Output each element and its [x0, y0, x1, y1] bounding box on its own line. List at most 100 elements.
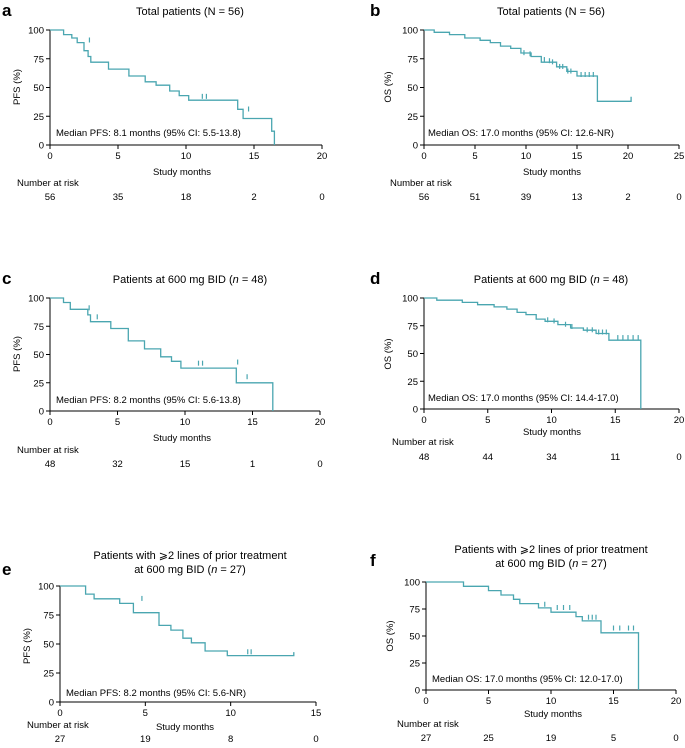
chart-title: at 600 mg BID (n = 27) [134, 564, 246, 576]
median-annotation: Median OS: 17.0 months (95% CI: 12.0-17.… [432, 674, 623, 685]
y-tick-label: 75 [409, 605, 420, 616]
chart-title: Total patients (N = 56) [497, 6, 605, 18]
y-axis-label: PFS (%) [22, 628, 33, 664]
panel-label: f [370, 551, 376, 570]
title-italic-n: n [211, 564, 217, 576]
risk-value: 0 [319, 192, 324, 203]
chart-title: Patients with ⩾2 lines of prior treatmen… [454, 544, 647, 556]
panel-label: b [370, 1, 380, 20]
x-tick-label: 10 [180, 417, 191, 428]
risk-value: 19 [546, 733, 557, 744]
y-tick-label: 75 [43, 611, 54, 622]
median-annotation: Median OS: 17.0 months (95% CI: 12.6-NR) [428, 128, 614, 139]
risk-value: 51 [470, 192, 481, 203]
x-tick-label: 15 [608, 696, 619, 707]
risk-value: 0 [313, 734, 318, 745]
median-annotation: Median PFS: 8.1 months (95% CI: 5.5-13.8… [56, 128, 241, 139]
x-tick-label: 5 [115, 151, 120, 162]
risk-value: 56 [419, 192, 430, 203]
title-part: = 27) [217, 564, 245, 576]
y-tick-label: 0 [49, 698, 54, 709]
y-tick-label: 25 [407, 112, 418, 123]
x-tick-label: 0 [421, 151, 426, 162]
x-tick-label: 0 [57, 708, 62, 719]
risk-value: 48 [419, 452, 430, 463]
chart-title: Patients at 600 mg BID (n = 48) [113, 274, 267, 286]
y-axis-label: PFS (%) [12, 69, 23, 105]
survival-curve [426, 581, 640, 690]
risk-value: 27 [421, 733, 432, 744]
x-tick-label: 5 [485, 415, 490, 426]
x-tick-label: 5 [115, 417, 120, 428]
title-part: = 48) [239, 274, 267, 286]
x-axis-label: Study months [153, 433, 211, 444]
risk-value: 15 [180, 459, 191, 470]
risk-value: 18 [181, 192, 192, 203]
y-tick-label: 50 [33, 83, 44, 94]
y-tick-label: 25 [43, 669, 54, 680]
risk-value: 0 [676, 452, 681, 463]
risk-table-label: Number at risk [397, 719, 459, 730]
risk-table-label: Number at risk [392, 437, 454, 448]
panel-f: f Patients with ⩾2 lines of prior treatme… [370, 544, 681, 744]
risk-value: 1 [250, 459, 255, 470]
x-tick-label: 10 [546, 415, 557, 426]
x-tick-label: 15 [610, 415, 621, 426]
y-tick-label: 25 [33, 112, 44, 123]
x-tick-label: 5 [486, 696, 491, 707]
title-italic-n: n [594, 274, 600, 286]
y-tick-label: 50 [33, 350, 44, 361]
y-tick-label: 0 [413, 405, 418, 416]
x-tick-label: 0 [47, 151, 52, 162]
risk-table-label: Number at risk [17, 178, 79, 189]
y-tick-label: 25 [33, 378, 44, 389]
risk-value: 19 [140, 734, 151, 745]
title-part: Patients with ⩾2 lines of prior treatmen… [93, 550, 286, 562]
x-tick-label: 0 [423, 696, 428, 707]
x-axis-label: Study months [523, 167, 581, 178]
x-tick-label: 5 [143, 708, 148, 719]
panel-e: e Patients with ⩾2 lines of prior treatme… [2, 550, 321, 745]
y-tick-label: 100 [28, 26, 44, 37]
risk-value: 32 [112, 459, 123, 470]
y-axis-label: PFS (%) [12, 336, 23, 372]
y-tick-label: 75 [407, 321, 418, 332]
risk-value: 25 [483, 733, 494, 744]
y-tick-label: 100 [404, 578, 420, 589]
x-tick-label: 20 [674, 415, 685, 426]
survival-curve [50, 297, 274, 411]
panel-label: c [2, 269, 11, 288]
y-tick-label: 0 [415, 686, 420, 697]
chart-title: at 600 mg BID (n = 27) [495, 558, 607, 570]
risk-value: 2 [625, 192, 630, 203]
y-tick-label: 0 [39, 407, 44, 418]
y-tick-label: 0 [413, 141, 418, 152]
y-tick-label: 100 [38, 582, 54, 593]
x-tick-label: 10 [546, 696, 557, 707]
median-annotation: Median PFS: 8.2 months (95% CI: 5.6-NR) [66, 688, 246, 699]
survival-curve [50, 29, 276, 145]
x-tick-label: 15 [572, 151, 583, 162]
title-italic-n: n [572, 558, 578, 570]
x-tick-label: 10 [521, 151, 532, 162]
risk-value: 44 [482, 452, 493, 463]
x-tick-label: 15 [249, 151, 260, 162]
y-tick-label: 75 [33, 322, 44, 333]
y-tick-label: 50 [407, 83, 418, 94]
y-axis-label: OS (%) [383, 338, 394, 369]
risk-value: 5 [611, 733, 616, 744]
x-tick-label: 5 [472, 151, 477, 162]
title-part: Patients with ⩾2 lines of prior treatmen… [454, 544, 647, 556]
chart-title: Patients at 600 mg BID (n = 48) [474, 274, 628, 286]
title-part: at 600 mg BID ( [134, 564, 211, 576]
chart-title: Patients with ⩾2 lines of prior treatmen… [93, 550, 286, 562]
y-tick-label: 100 [28, 294, 44, 305]
risk-value: 27 [55, 734, 66, 745]
risk-value: 11 [610, 452, 620, 463]
survival-curve [424, 297, 642, 409]
y-axis-label: OS (%) [383, 71, 394, 102]
risk-value: 0 [676, 192, 681, 203]
y-tick-label: 100 [402, 294, 418, 305]
